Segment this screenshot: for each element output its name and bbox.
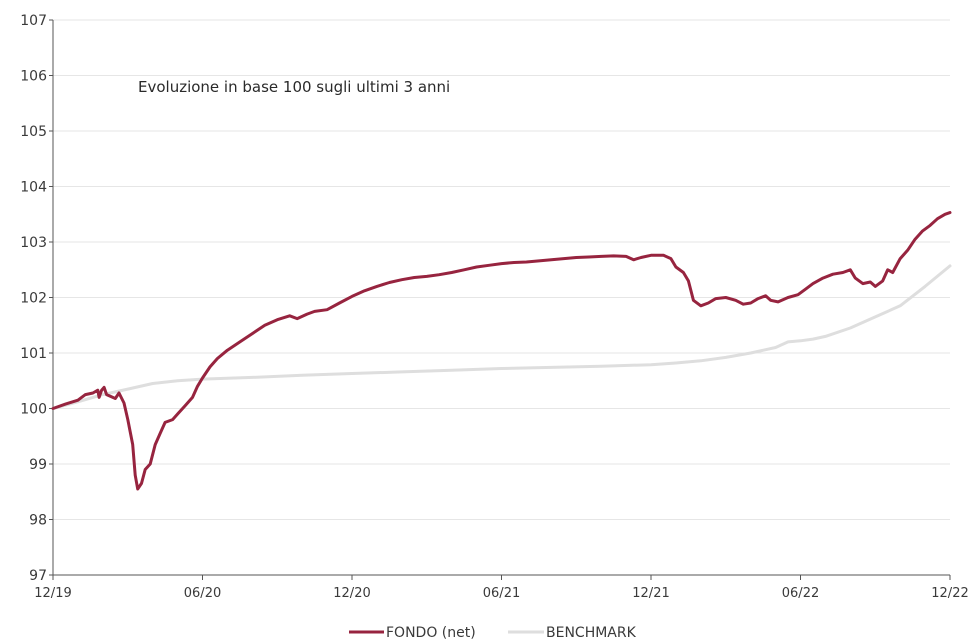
x-tick-label: 12/22: [931, 586, 968, 601]
y-tick-label: 99: [29, 457, 47, 473]
x-tick-label: 06/22: [782, 586, 819, 601]
gridlines: [53, 19, 950, 520]
y-tick-label: 106: [20, 69, 47, 85]
y-tick-label: 105: [20, 124, 47, 140]
y-tick-label: 100: [20, 402, 47, 418]
x-tick-label: 12/20: [333, 586, 370, 601]
legend-label-benchmark: BENCHMARK: [546, 625, 637, 640]
y-tick-label: 97: [29, 568, 47, 584]
y-tick-label: 107: [20, 13, 47, 29]
x-tick-label: 06/21: [483, 586, 520, 601]
y-tick-label: 103: [20, 235, 47, 251]
x-tick-label: 12/21: [632, 586, 669, 601]
series-line-fondo-net: [51, 211, 952, 491]
chart-annotation: Evoluzione in base 100 sugli ultimi 3 an…: [138, 78, 450, 96]
y-tick-label: 102: [20, 291, 47, 307]
y-tick-labels: 97 98 99 100 101 102 103 104 105 106 107: [20, 13, 47, 584]
y-tick-label: 104: [20, 180, 47, 196]
x-tick-label: 06/20: [184, 586, 221, 601]
x-tick-label: 12/19: [34, 586, 71, 601]
y-tick-label: 98: [29, 513, 47, 529]
x-tick-labels: 12/19 06/20 12/20 06/21 12/21 06/22 12/22: [34, 586, 968, 601]
y-tick-label: 101: [20, 346, 47, 362]
legend: FONDO (net) BENCHMARK: [349, 625, 637, 640]
series-lines: [51, 211, 952, 491]
axes: [49, 19, 951, 580]
legend-label-fondo: FONDO (net): [386, 625, 476, 640]
series-line-benchmark: [51, 264, 952, 410]
